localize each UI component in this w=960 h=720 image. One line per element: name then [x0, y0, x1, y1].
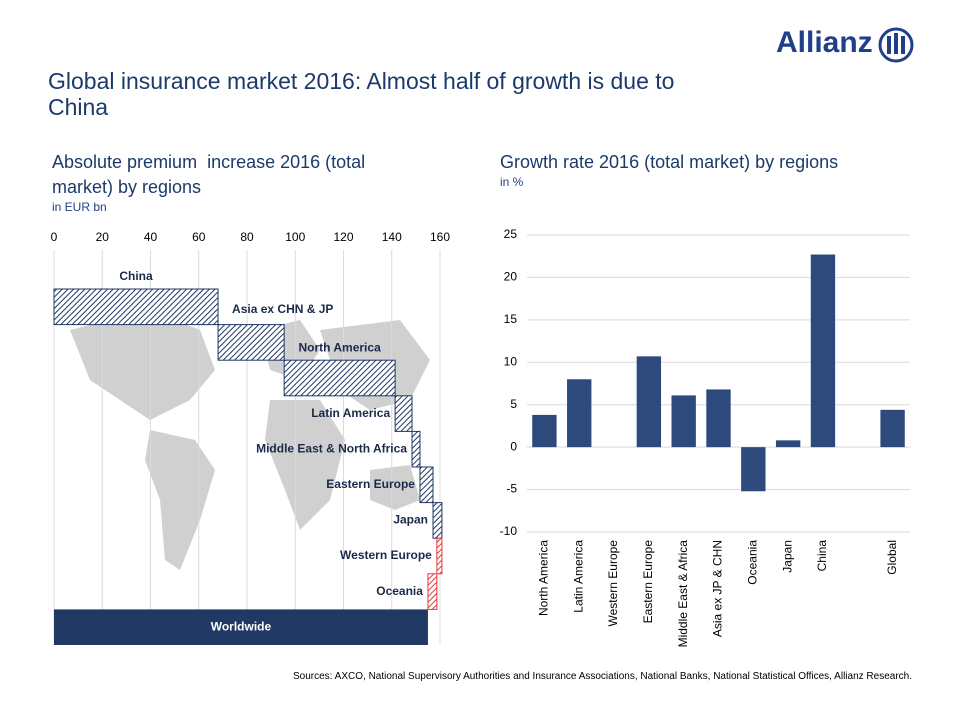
x-tick-label: 0 [51, 230, 58, 244]
bar [706, 389, 731, 448]
y-tick-label: 25 [504, 227, 518, 241]
category-label: Japan [393, 513, 428, 527]
category-label: Eastern Europe [326, 477, 415, 491]
total-label: Worldwide [211, 619, 272, 633]
x-tick-label: Global [885, 540, 899, 575]
x-tick-label: Oceania [745, 540, 759, 585]
chart-subtitle: in % [500, 175, 524, 189]
bar [880, 409, 905, 448]
category-label: Middle East & North Africa [256, 441, 407, 455]
x-tick-label: Eastern Europe [641, 540, 655, 624]
total-bar [54, 609, 428, 645]
x-tick-label: Asia ex JP & CHN [711, 540, 725, 637]
bar [741, 447, 766, 492]
category-label: Asia ex CHN & JP [232, 302, 333, 316]
x-tick-label: Western Europe [606, 540, 620, 627]
bar [532, 414, 557, 448]
category-label: Western Europe [340, 548, 432, 562]
bar [636, 356, 662, 448]
bar [810, 254, 836, 448]
x-tick-label: 60 [192, 230, 206, 244]
waterfall-bar [394, 395, 413, 432]
source-note: Sources: AXCO, National Supervisory Auth… [292, 671, 912, 682]
waterfall-bar [432, 502, 443, 539]
x-tick-label: 80 [240, 230, 254, 244]
waterfall-bar [53, 288, 219, 326]
y-tick-label: 5 [510, 397, 517, 411]
chart-title: Growth rate 2016 (total market) by regio… [500, 152, 839, 172]
y-tick-label: 0 [510, 439, 517, 453]
x-tick-label: 120 [333, 230, 353, 244]
waterfall-bar [427, 573, 438, 610]
x-tick-label: Japan [780, 540, 794, 573]
x-tick-label: 160 [430, 230, 450, 244]
x-tick-label: 140 [382, 230, 402, 244]
x-tick-label: Latin America [571, 540, 585, 613]
y-tick-label: -10 [500, 524, 518, 538]
x-tick-label: China [815, 540, 829, 572]
waterfall-bar [283, 359, 396, 397]
waterfall-bar [217, 324, 285, 361]
x-tick-label: 40 [144, 230, 158, 244]
x-tick-label: 100 [285, 230, 305, 244]
bar [671, 395, 696, 448]
x-tick-label: North America [537, 540, 551, 616]
waterfall-bar [411, 430, 421, 468]
chart-title: Absolute premium increase 2016 (total ma… [52, 152, 371, 197]
waterfall-bar [436, 537, 443, 575]
logo: Allianz [776, 26, 873, 59]
y-tick-label: -5 [506, 482, 517, 496]
category-label: China [119, 269, 153, 283]
x-tick-label: 20 [96, 230, 110, 244]
chart-subtitle: in EUR bn [52, 200, 107, 214]
x-tick-label: Middle East & Africa [676, 540, 690, 648]
y-tick-label: 10 [504, 354, 518, 368]
category-label: Oceania [376, 584, 423, 598]
bar [567, 379, 592, 448]
category-label: Latin America [311, 406, 390, 420]
bar [775, 440, 801, 448]
slide-title: Global insurance market 2016: Almost hal… [48, 68, 681, 120]
category-label: North America [299, 340, 382, 354]
y-tick-label: 15 [504, 312, 518, 326]
waterfall-bar [419, 466, 434, 504]
y-tick-label: 20 [504, 270, 518, 284]
